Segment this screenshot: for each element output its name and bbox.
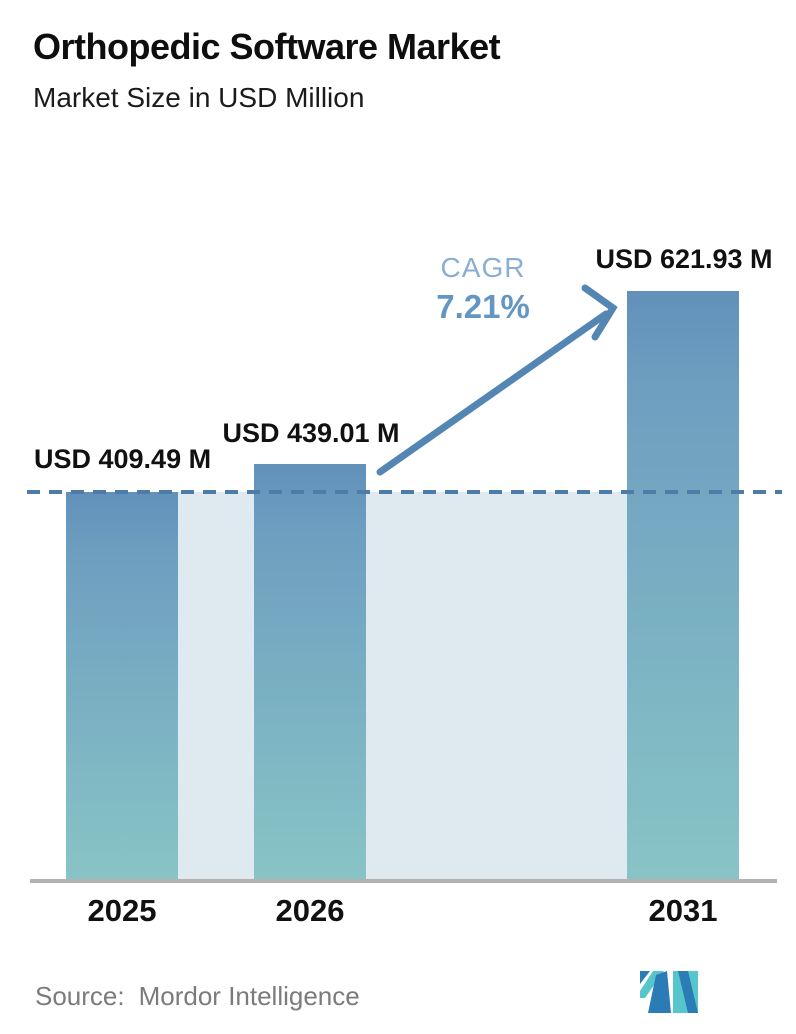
value-label-2026: USD 439.01 M <box>222 418 400 448</box>
x-tick-2026: 2026 <box>275 893 345 928</box>
source-name: Mordor Intelligence <box>138 981 360 1011</box>
cagr-value: 7.21% <box>436 288 530 325</box>
bar-2031 <box>627 291 739 879</box>
chart-subtitle: Market Size in USD Million <box>33 82 365 113</box>
value-label-2025: USD 409.49 M <box>34 444 212 474</box>
value-label-2031: USD 621.93 M <box>595 244 773 274</box>
reference-band <box>66 492 739 879</box>
source-attribution: Source: Mordor Intelligence <box>35 981 360 1012</box>
chart-title: Orthopedic Software Market <box>33 26 501 67</box>
x-axis-baseline <box>30 879 777 883</box>
bar-2025 <box>66 492 178 879</box>
mordor-intelligence-logo <box>640 971 698 1013</box>
cagr-label: CAGR <box>440 252 526 283</box>
bar-2026 <box>254 464 366 879</box>
x-tick-2025: 2025 <box>87 893 157 928</box>
dashed-reference-line <box>27 490 782 494</box>
x-tick-2031: 2031 <box>648 893 718 928</box>
source-label: Source: <box>35 981 125 1011</box>
